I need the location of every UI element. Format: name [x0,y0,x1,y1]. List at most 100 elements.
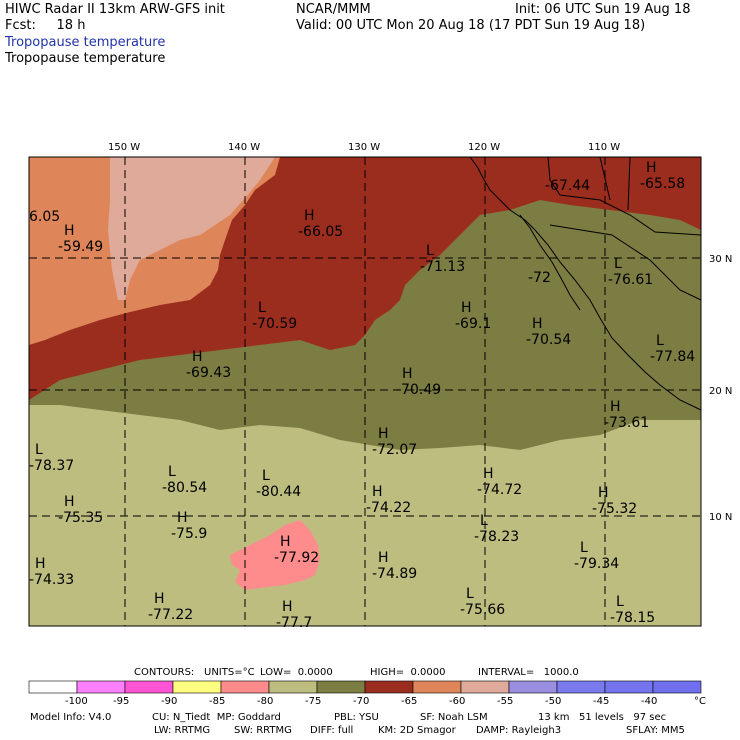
forecast-hour: Fcst: 18 h [5,18,86,33]
colorbar-swatch [412,680,462,694]
annotation-high-marker: H [35,556,46,572]
annotation-high-marker: H [304,208,315,224]
annotation-low-marker: L [616,594,624,610]
lon-label-110w: 110 W [588,142,620,153]
annotation-value: -67.44 [545,178,590,194]
colorbar-swatch [556,680,606,694]
lat-label-20n: 20 N [709,386,732,397]
center-label: NCAR/MMM [296,2,371,17]
colorbar-tick-label: -50 [545,696,561,707]
field-title-blue: Tropopause temperature [5,35,166,50]
contours-interval: INTERVAL= 1000.0 [478,667,579,678]
colorbar-swatch [652,680,702,694]
annotation-value: -77.22 [148,607,193,623]
colorbar [28,680,702,694]
annotation-value: -75.32 [592,501,637,517]
annotation-low-marker: L [35,442,43,458]
annotation-value: -75.66 [460,602,505,618]
init-time: Init: 06 UTC Sun 19 Aug 18 [515,2,691,17]
colorbar-tick-label: -55 [497,696,513,707]
annotation-low-marker: L [580,540,588,556]
colorbar-swatch [220,680,270,694]
annotation-high-marker: H [483,466,494,482]
map-frame [28,156,702,627]
model-lw: LW: RRTMG [154,725,211,736]
colorbar-swatch [316,680,366,694]
model-sw: SW: RRTMG [234,725,292,736]
run-title: HIWC Radar II 13km ARW-GFS init [5,2,225,17]
lon-label-120w: 120 W [468,142,500,153]
colorbar-swatch [76,680,126,694]
colorbar-tick-label: -75 [305,696,321,707]
annotation-value: 6.05 [29,209,60,225]
annotation-high-marker: H [378,550,389,566]
annotation-value: -70.59 [252,316,297,332]
colorbar-tick-label: -60 [449,696,465,707]
annotation-low-marker: L [262,468,270,484]
model-damp: DAMP: Rayleigh3 [476,725,562,736]
annotation-low-marker: L [480,513,488,529]
annotation-high-marker: H [280,534,291,550]
annotation-value: -72.07 [372,442,417,458]
model-sf: SF: Noah LSM [420,712,488,723]
annotation-high-marker: H [192,349,203,365]
model-cu-mp: CU: N_Tiedt MP: Goddard [152,712,281,723]
grid-lines [29,157,701,626]
annotation-high-marker: H [461,300,472,316]
model-info: Model Info: V4.0 [30,712,112,723]
annotation-value: -70.49 [396,382,441,398]
annotation-value: -77.92 [274,550,319,566]
annotation-high-marker: H [282,599,293,615]
colorbar-tick-label: -40 [641,696,657,707]
annotation-value: -71.13 [420,259,465,275]
model-diff: DIFF: full [310,725,354,736]
colorbar-tick-label: -65 [401,696,417,707]
coastlines [469,156,702,411]
annotation-value: -69.43 [186,365,231,381]
colorbar-tick-label: -90 [161,696,177,707]
colorbar-swatch [604,680,654,694]
field-title: Tropopause temperature [5,51,166,66]
valid-time: Valid: 00 UTC Mon 20 Aug 18 (17 PDT Sun … [296,18,646,33]
annotation-high-marker: H [64,223,75,239]
annotation-high-marker: H [646,160,657,176]
annotation-high-marker: H [154,591,165,607]
contours-high: HIGH= 0.0000 [370,667,446,678]
annotation-low-marker: L [466,586,474,602]
annotation-low-marker: L [168,464,176,480]
axis-labels: 150 W 140 W 130 W 120 W 110 W 30 N 20 N … [108,142,732,523]
colorbar-swatch [460,680,510,694]
colorbar-swatch [172,680,222,694]
annotation-value: -69.1 [455,316,491,332]
annotation-value: -79.34 [574,556,619,572]
salmon-patch [230,520,320,590]
annotation-value: -80.54 [162,480,207,496]
annotation-high-marker: H [598,485,609,501]
annotation-high-marker: H [402,366,413,382]
colorbar-tick-label: -70 [353,696,369,707]
annotation-value: -77.7 [276,615,312,631]
colorbar-tick-label: -85 [209,696,225,707]
colorbar-tick-label: -95 [113,696,129,707]
annotation-high-marker: H [177,510,188,526]
colorbar-tick-label: -80 [257,696,273,707]
annotation-value: -74.72 [477,482,522,498]
annotation-low-marker: L [656,333,664,349]
annotation-value: -76.61 [608,272,653,288]
model-resolution: 13 km 51 levels 97 sec [538,712,667,723]
colorbar-swatch [124,680,174,694]
annotation-value: -78.15 [610,610,655,626]
colorbar-swatch [364,680,414,694]
lon-label-150w: 150 W [108,142,140,153]
annotation-value: -65.58 [640,176,685,192]
colorbar-unit: °C [694,696,706,707]
hl-annotations: 6.05H-59.49H-66.05-67.44H-65.58L-71.13-7… [29,160,695,631]
model-sflay: SFLAY: MM5 [626,725,685,736]
model-km: KM: 2D Smagor [378,725,456,736]
annotation-value: -72 [528,270,551,286]
lat-label-10n: 10 N [709,512,732,523]
annotation-low-marker: L [426,243,434,259]
pink-band [108,157,275,300]
annotation-value: -74.33 [29,572,74,588]
